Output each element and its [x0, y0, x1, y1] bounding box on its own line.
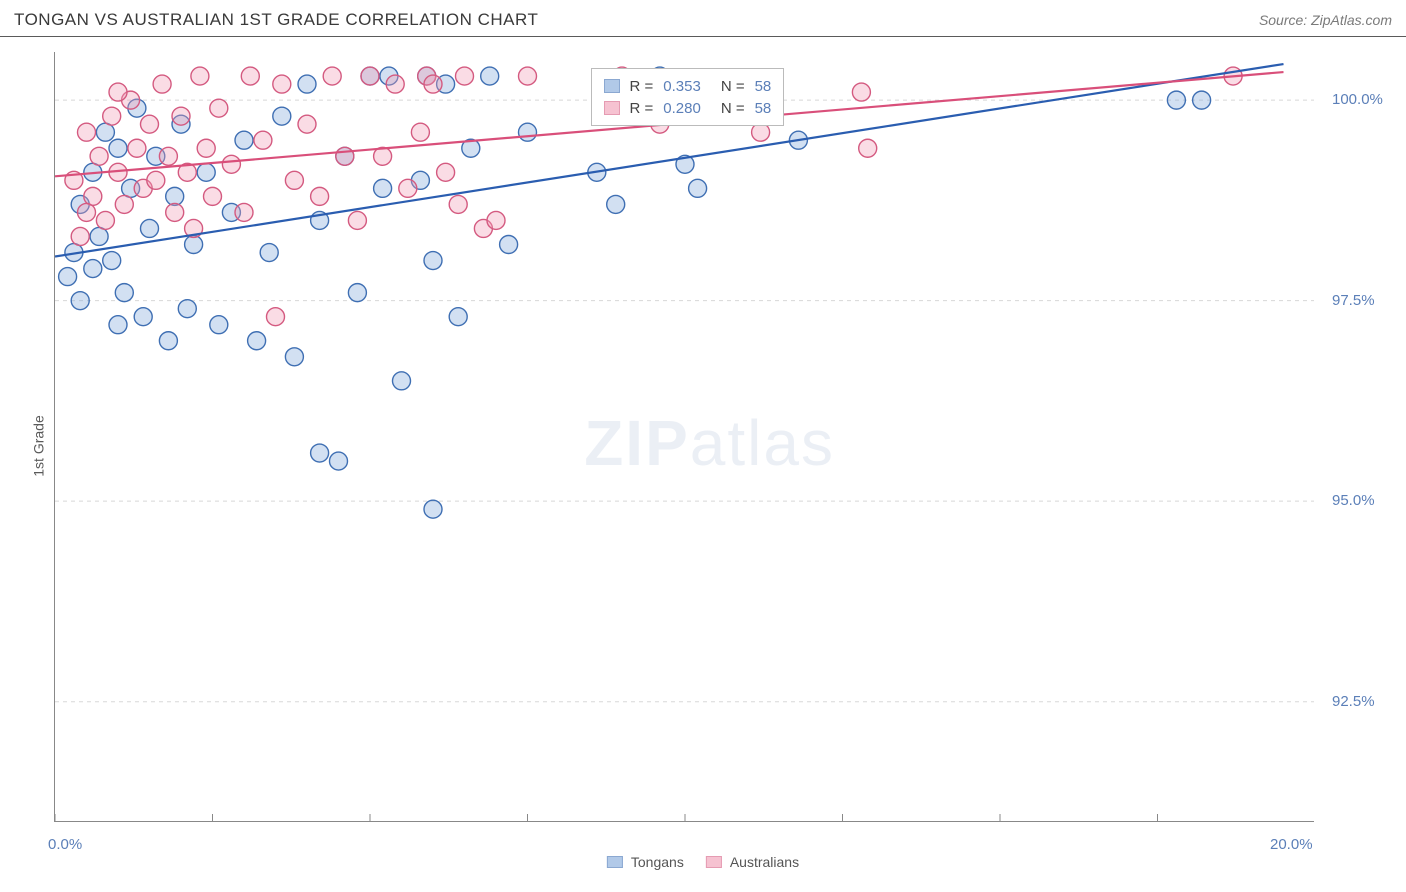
stats-row: R = 0.353N = 58	[604, 75, 772, 97]
y-tick-label: 92.5%	[1332, 693, 1375, 710]
stats-row: R = 0.280N = 58	[604, 97, 772, 119]
legend-swatch	[607, 856, 623, 868]
y-axis-label: 1st Grade	[31, 415, 47, 476]
legend-item: Australians	[706, 854, 799, 870]
legend-item: Tongans	[607, 854, 684, 870]
stats-legend: R = 0.353N = 58R = 0.280N = 58	[591, 68, 785, 126]
legend-swatch	[604, 79, 620, 93]
x-tick-label: 20.0%	[1270, 836, 1313, 853]
x-tick-label: 0.0%	[48, 836, 82, 853]
plot-area: R = 0.353N = 58R = 0.280N = 58 ZIPatlas	[54, 52, 1314, 822]
y-tick-label: 95.0%	[1332, 492, 1375, 509]
y-tick-label: 97.5%	[1332, 292, 1375, 309]
chart-svg	[55, 52, 1314, 821]
source-text: Source: ZipAtlas.com	[1259, 12, 1392, 28]
y-tick-label: 100.0%	[1332, 91, 1383, 108]
chart-title: TONGAN VS AUSTRALIAN 1ST GRADE CORRELATI…	[14, 10, 538, 30]
legend: Tongans Australians	[607, 854, 799, 870]
legend-swatch	[706, 856, 722, 868]
legend-swatch	[604, 101, 620, 115]
